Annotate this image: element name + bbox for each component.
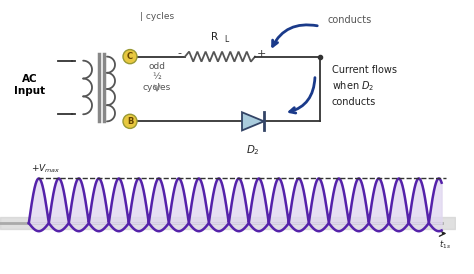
Text: conducts: conducts [328, 15, 372, 25]
Circle shape [123, 50, 137, 64]
Text: R: R [211, 33, 218, 42]
Text: C: C [127, 52, 133, 61]
Circle shape [123, 114, 137, 129]
Text: L: L [224, 36, 228, 44]
Text: AC
Input: AC Input [14, 74, 45, 96]
Text: $t_{1s}$: $t_{1s}$ [438, 239, 450, 251]
Text: odd
½
cycles: odd ½ cycles [143, 62, 171, 92]
Text: $D_2$: $D_2$ [246, 144, 260, 157]
Text: -: - [177, 48, 181, 59]
Text: $+V_{max}$: $+V_{max}$ [31, 162, 60, 175]
Text: B: B [127, 117, 133, 126]
Text: Current flows
when $D_2$
conducts: Current flows when $D_2$ conducts [332, 65, 397, 107]
Text: +: + [257, 48, 266, 59]
Polygon shape [242, 112, 264, 130]
Text: | cycles: | cycles [140, 12, 174, 21]
